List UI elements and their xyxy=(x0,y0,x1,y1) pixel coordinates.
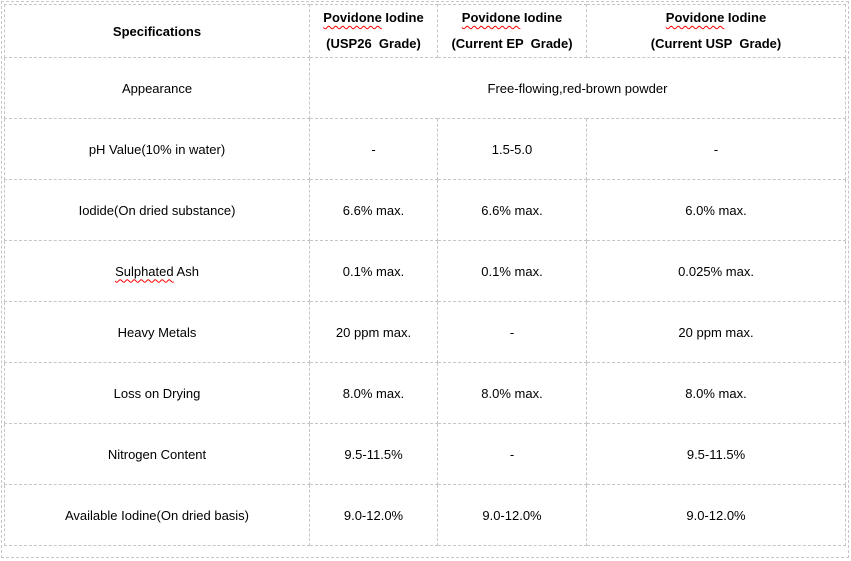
value-cell-usp26: 0.1% max. xyxy=(309,240,438,302)
header-grade-label: (Current USP Grade) xyxy=(650,36,782,51)
header-grade-label: (Current EP Grade) xyxy=(451,36,573,51)
table-row-available-iodine: Available Iodine(On dried basis) 9.0-12.… xyxy=(4,484,846,546)
table-row-sulphated-ash: Sulphated Ash 0.1% max. 0.1% max. 0.025%… xyxy=(4,240,846,302)
header-grade-label: (USP26 Grade) xyxy=(326,36,421,51)
specifications-table: Specifications Povidone Iodine (USP26 Gr… xyxy=(4,4,846,546)
misspelled-word: Povidone xyxy=(665,10,725,25)
spec-label: Loss on Drying xyxy=(113,385,201,401)
spec-label: Iodide(On dried substance) xyxy=(78,202,236,218)
value-cell-usp26: 9.0-12.0% xyxy=(309,484,438,546)
spec-label: Heavy Metals xyxy=(117,324,197,340)
spec-cell: Iodide(On dried substance) xyxy=(4,179,310,241)
value-cell-usp26: 6.6% max. xyxy=(309,179,438,241)
value-cell-ep: 6.6% max. xyxy=(437,179,587,241)
spec-cell: Loss on Drying xyxy=(4,362,310,424)
spec-cell: Appearance xyxy=(4,57,310,119)
header-product-rest: Iodine xyxy=(520,10,563,25)
header-usp26-grade: Povidone Iodine (USP26 Grade) xyxy=(309,4,438,58)
spec-cell: pH Value(10% in water) xyxy=(4,118,310,180)
spec-label: Appearance xyxy=(121,80,193,96)
header-specifications-label: Specifications xyxy=(112,23,202,39)
value-cell-ep: 0.1% max. xyxy=(437,240,587,302)
table-row-iodide: Iodide(On dried substance) 6.6% max. 6.6… xyxy=(4,179,846,241)
header-product-name: Povidone Iodine xyxy=(591,6,841,32)
value-cell-ep: - xyxy=(437,301,587,363)
value-cell-usp: 0.025% max. xyxy=(586,240,846,302)
spec-cell: Heavy Metals xyxy=(4,301,310,363)
misspelled-word: Povidone xyxy=(323,10,382,25)
spec-cell: Available Iodine(On dried basis) xyxy=(4,484,310,546)
value-cell-usp: - xyxy=(586,118,846,180)
value-cell-usp: 9.5-11.5% xyxy=(586,423,846,485)
value-cell-usp26: - xyxy=(309,118,438,180)
spec-label: Available Iodine(On dried basis) xyxy=(64,507,250,523)
value-cell-usp: 6.0% max. xyxy=(586,179,846,241)
header-product-rest: Iodine xyxy=(724,10,767,25)
value-cell-usp: 8.0% max. xyxy=(586,362,846,424)
spec-label: Ash xyxy=(173,263,199,279)
table-row-appearance: Appearance Free-flowing,red-brown powder xyxy=(4,57,846,119)
value-cell-ep: 1.5-5.0 xyxy=(437,118,587,180)
value-cell-usp: 20 ppm max. xyxy=(586,301,846,363)
table-row-heavy-metals: Heavy Metals 20 ppm max. - 20 ppm max. xyxy=(4,301,846,363)
table-row-nitrogen-content: Nitrogen Content 9.5-11.5% - 9.5-11.5% xyxy=(4,423,846,485)
value-cell-usp26: 9.5-11.5% xyxy=(309,423,438,485)
value-cell-usp26: 20 ppm max. xyxy=(309,301,438,363)
table-row-loss-on-drying: Loss on Drying 8.0% max. 8.0% max. 8.0% … xyxy=(4,362,846,424)
value-cell-usp: 9.0-12.0% xyxy=(586,484,846,546)
spec-cell: Nitrogen Content xyxy=(4,423,310,485)
merged-value-cell: Free-flowing,red-brown powder xyxy=(309,57,846,119)
misspelled-word: Povidone xyxy=(461,10,521,25)
header-current-usp-grade: Povidone Iodine (Current USP Grade) xyxy=(586,4,846,58)
header-product-name: Povidone Iodine xyxy=(442,6,582,32)
header-current-ep-grade: Povidone Iodine (Current EP Grade) xyxy=(437,4,587,58)
value-cell-ep: 8.0% max. xyxy=(437,362,587,424)
spec-cell: Sulphated Ash xyxy=(4,240,310,302)
spec-label: pH Value(10% in water) xyxy=(88,141,226,157)
spec-label: Nitrogen Content xyxy=(107,446,207,462)
misspelled-word: Sulphated xyxy=(115,263,174,279)
header-product-name: Povidone Iodine xyxy=(314,6,433,32)
header-product-rest: Iodine xyxy=(381,10,424,25)
value-cell-ep: - xyxy=(437,423,587,485)
header-specifications: Specifications xyxy=(4,4,310,58)
value-cell-ep: 9.0-12.0% xyxy=(437,484,587,546)
table-row-ph-value: pH Value(10% in water) - 1.5-5.0 - xyxy=(4,118,846,180)
header-row: Specifications Povidone Iodine (USP26 Gr… xyxy=(4,4,846,58)
value-cell-usp26: 8.0% max. xyxy=(309,362,438,424)
